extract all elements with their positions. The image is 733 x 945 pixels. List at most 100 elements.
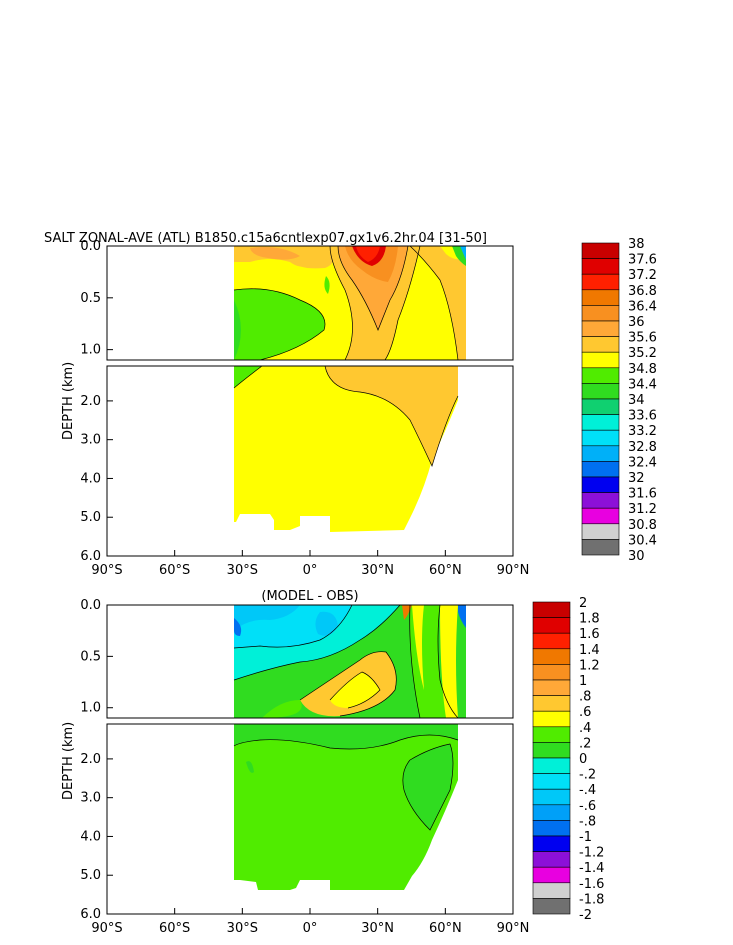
colorbar-label: 1.2 <box>579 658 600 673</box>
colorbar-swatch <box>532 898 571 915</box>
colorbar-swatch <box>581 398 620 415</box>
colorbar-label: 1.4 <box>579 643 600 658</box>
colorbar-swatch <box>581 539 620 556</box>
colorbar-swatch <box>532 804 571 821</box>
colorbar-swatch <box>581 461 620 478</box>
colorbar-swatch <box>532 773 571 790</box>
x-tick-label: 90°N <box>497 921 530 936</box>
difference-upper-field <box>233 605 466 718</box>
colorbar-swatch <box>532 820 571 837</box>
x-tick-label: 60°N <box>429 563 462 578</box>
y-tick-label: 0.5 <box>80 291 101 306</box>
colorbar-swatch <box>581 523 620 540</box>
colorbar-swatch <box>581 242 620 259</box>
y-tick-label: 1.0 <box>80 701 101 716</box>
colorbar-swatch <box>581 336 620 353</box>
x-tick-label: 90°S <box>91 563 122 578</box>
colorbar-label: 38 <box>628 237 645 252</box>
colorbar-swatch <box>581 492 620 509</box>
y-tick-label: 4.0 <box>80 471 101 486</box>
colorbar-label: 30 <box>628 549 645 564</box>
colorbar-label: 32.4 <box>628 455 657 470</box>
salinity-panel: 0.0 0.5 1.0 2.0 3.0 4.0 5.0 6.0 90°S 60°S 30°S 0° 3… <box>44 231 657 578</box>
x-tick-label: 30°S <box>227 563 258 578</box>
colorbar-label: 34.4 <box>628 377 657 392</box>
colorbar-swatch <box>532 695 571 712</box>
colorbar-swatch <box>532 648 571 665</box>
salinity-title: SALT ZONAL-AVE (ATL) B1850.c15a6cntlexp0… <box>44 231 487 246</box>
colorbar-swatch <box>532 679 571 696</box>
x-tick-label: 60°N <box>429 921 462 936</box>
colorbar-swatch <box>581 507 620 525</box>
salinity-colorbar: 3837.637.236.836.43635.635.234.834.43433… <box>581 237 657 564</box>
colorbar-label: 32 <box>628 471 645 486</box>
difference-x-ticks: 90°S 60°S 30°S 0° 30°N 60°N 90°N <box>91 908 529 936</box>
colorbar-swatch <box>532 632 571 650</box>
colorbar-swatch <box>532 664 571 681</box>
colorbar-swatch <box>532 742 571 759</box>
colorbar-swatch <box>581 476 620 493</box>
colorbar-label: 0 <box>579 752 587 767</box>
colorbar-label: 1 <box>579 674 587 689</box>
x-tick-label: 0° <box>303 921 318 936</box>
colorbar-label: -1.6 <box>579 877 604 892</box>
y-tick-label: 2.0 <box>80 394 101 409</box>
colorbar-label: 30.8 <box>628 518 657 533</box>
colorbar-swatch <box>532 835 571 852</box>
colorbar-swatch <box>581 367 620 384</box>
difference-y-ticks: 0.0 0.5 1.0 2.0 3.0 4.0 5.0 6.0 <box>80 598 113 922</box>
difference-title: (MODEL - OBS) <box>261 589 358 604</box>
colorbar-label: 35.6 <box>628 331 657 346</box>
colorbar-label: 32.8 <box>628 440 657 455</box>
salinity-ylabel: DEPTH (km) <box>61 362 76 440</box>
colorbar-label: .2 <box>579 736 591 751</box>
colorbar-label: 1.8 <box>579 612 600 627</box>
y-tick-label: 4.0 <box>80 829 101 844</box>
y-tick-label: 2.0 <box>80 752 101 767</box>
y-tick-label: 0.0 <box>80 598 101 613</box>
colorbar-label: 31.6 <box>628 487 657 502</box>
colorbar-swatch <box>532 710 571 728</box>
y-tick-label: 5.0 <box>80 510 101 525</box>
x-tick-label: 60°S <box>159 921 190 936</box>
colorbar-swatch <box>532 866 571 884</box>
colorbar-label: -1.8 <box>579 892 604 907</box>
difference-colorbar: 21.81.61.41.21.8.6.4.20-.2-.4-.6-.8-1-1.… <box>532 596 604 923</box>
colorbar-label: -.4 <box>579 783 596 798</box>
colorbar-swatch <box>581 351 620 369</box>
colorbar-label: 37.2 <box>628 268 657 283</box>
colorbar-label: 33.2 <box>628 424 657 439</box>
colorbar-swatch <box>532 726 571 743</box>
colorbar-label: .8 <box>579 690 591 705</box>
colorbar-swatch <box>581 289 620 306</box>
colorbar-swatch <box>581 414 620 431</box>
x-tick-label: 30°S <box>227 921 258 936</box>
difference-ylabel: DEPTH (km) <box>61 722 76 800</box>
colorbar-label: .4 <box>579 721 591 736</box>
y-tick-label: 1.0 <box>80 343 101 358</box>
salinity-lower-field <box>233 366 459 532</box>
x-tick-label: 90°S <box>91 921 122 936</box>
y-tick-label: 0.5 <box>80 649 101 664</box>
x-tick-label: 90°N <box>497 563 530 578</box>
colorbar-label: 30.4 <box>628 533 657 548</box>
colorbar-label: -2 <box>579 908 592 923</box>
colorbar-label: -1.4 <box>579 861 604 876</box>
colorbar-label: 2 <box>579 596 587 611</box>
x-tick-label: 60°S <box>159 563 190 578</box>
difference-panel: 0.0 0.5 1.0 2.0 3.0 4.0 5.0 6.0 90°S 60°S 30°S 0° 3… <box>61 589 604 936</box>
y-tick-label: 3.0 <box>80 791 101 806</box>
colorbar-label: 36 <box>628 315 645 330</box>
colorbar-swatch <box>581 305 620 322</box>
colorbar-swatch <box>532 788 571 806</box>
y-tick-label: 6.0 <box>80 907 101 922</box>
colorbar-label: 37.6 <box>628 253 657 268</box>
salinity-y-ticks: 0.0 0.5 1.0 2.0 3.0 4.0 5.0 6.0 <box>80 239 113 564</box>
difference-upper-frame <box>106 604 514 719</box>
y-tick-label: 5.0 <box>80 868 101 883</box>
colorbar-swatch <box>532 882 571 899</box>
y-tick-label: 6.0 <box>80 549 101 564</box>
colorbar-label: .6 <box>579 705 591 720</box>
colorbar-swatch <box>581 273 620 291</box>
